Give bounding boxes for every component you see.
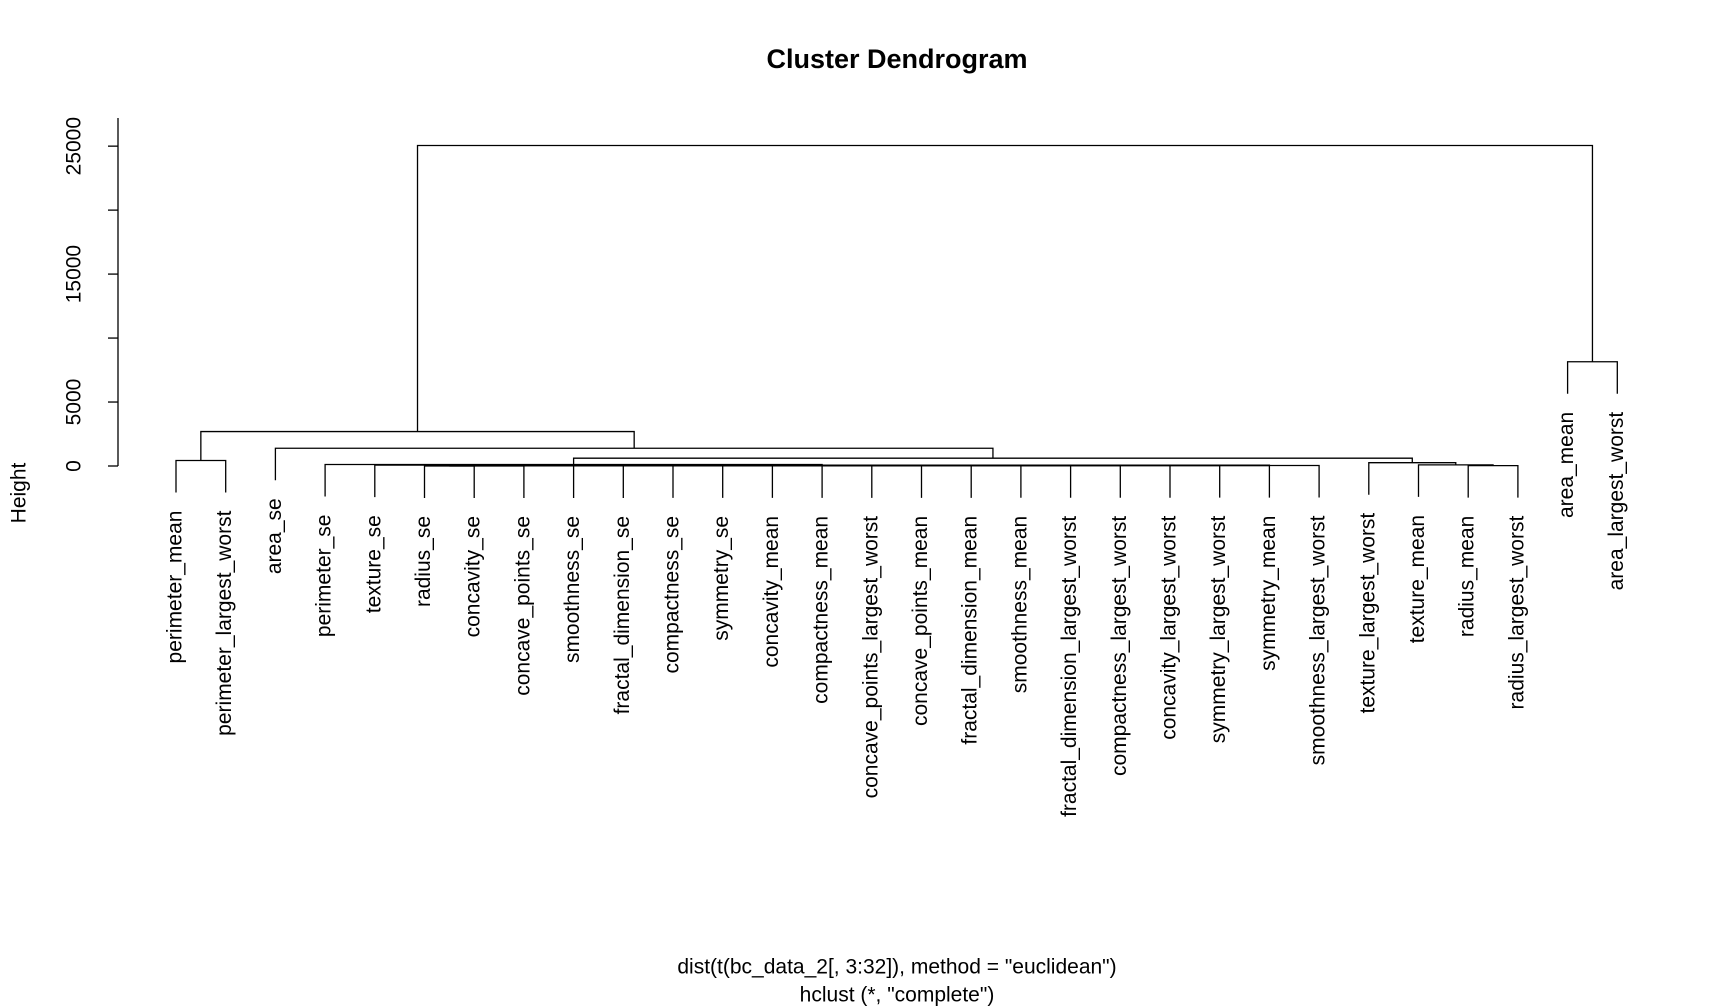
leaf-label: symmetry_largest_worst (1207, 515, 1230, 743)
merge-link (576, 465, 674, 498)
y-tick-label: 25000 (63, 117, 86, 175)
merge-link (572, 457, 1413, 465)
merge-link (1368, 462, 1457, 495)
merge-link (485, 465, 575, 498)
y-axis-label: Height (8, 462, 31, 523)
chart-title: Cluster Dendrogram (766, 44, 1027, 74)
leaf-label: concave_points_se (511, 516, 534, 696)
leaf-label: radius_largest_worst (1505, 516, 1528, 710)
leaf-label: texture_largest_worst (1356, 513, 1379, 714)
leaf-label: compactness_mean (810, 516, 833, 704)
leaf-label: smoothness_se (561, 516, 584, 663)
leaf-label: radius_mean (1456, 516, 1479, 637)
leaf-label: texture_se (362, 515, 385, 613)
y-tick-label: 15000 (63, 245, 86, 303)
merge-link (423, 465, 475, 498)
leaf-label: perimeter_largest_worst (213, 510, 236, 735)
merge-link (624, 465, 724, 498)
leaf-label: smoothness_largest_worst (1307, 515, 1330, 765)
merge-link (1467, 464, 1519, 498)
leaf-label: texture_mean (1406, 515, 1429, 643)
merge-link (1566, 361, 1618, 394)
leaf-label: smoothness_mean (1008, 516, 1031, 693)
merge-link (448, 465, 525, 498)
y-tick-label: 0 (63, 460, 86, 472)
merge-link (416, 144, 1594, 432)
leaf-label: fractal_dimension_mean (959, 516, 982, 745)
leaf-label: concavity_largest_worst (1158, 516, 1181, 740)
subtitle: hclust (*, "complete") (800, 984, 995, 1007)
leaf-label: symmetry_mean (1257, 516, 1280, 671)
x-axis-label: dist(t(bc_data_2[, 3:32]), method = "euc… (677, 956, 1116, 979)
leaf-label: compactness_largest_worst (1108, 516, 1131, 776)
merge-link (1417, 464, 1494, 497)
leaf-label: fractal_dimension_se (611, 516, 634, 714)
leaf-label: concavity_se (462, 516, 485, 637)
leaf-label: area_largest_worst (1605, 412, 1628, 591)
merge-link (324, 463, 823, 497)
y-tick-label: 5000 (63, 379, 86, 426)
leaf-label: concave_points_largest_worst (859, 516, 882, 799)
leaf-label: area_mean (1555, 412, 1578, 518)
leaf-label: radius_se (412, 516, 435, 607)
leaf-label: area_se (263, 498, 286, 574)
leaf-label: compactness_se (661, 516, 684, 674)
leaf-label: perimeter_se (313, 515, 336, 638)
merge-link (771, 465, 873, 498)
leaf-label: concavity_mean (760, 516, 783, 668)
leaf-label: symmetry_se (710, 516, 733, 641)
leaf-label: fractal_dimension_largest_worst (1058, 516, 1081, 817)
merge-link (175, 459, 227, 493)
leaf-label: concave_points_mean (909, 516, 932, 726)
merge-link (200, 430, 635, 461)
merge-link (529, 465, 624, 498)
leaf-label: perimeter_mean (164, 511, 187, 664)
